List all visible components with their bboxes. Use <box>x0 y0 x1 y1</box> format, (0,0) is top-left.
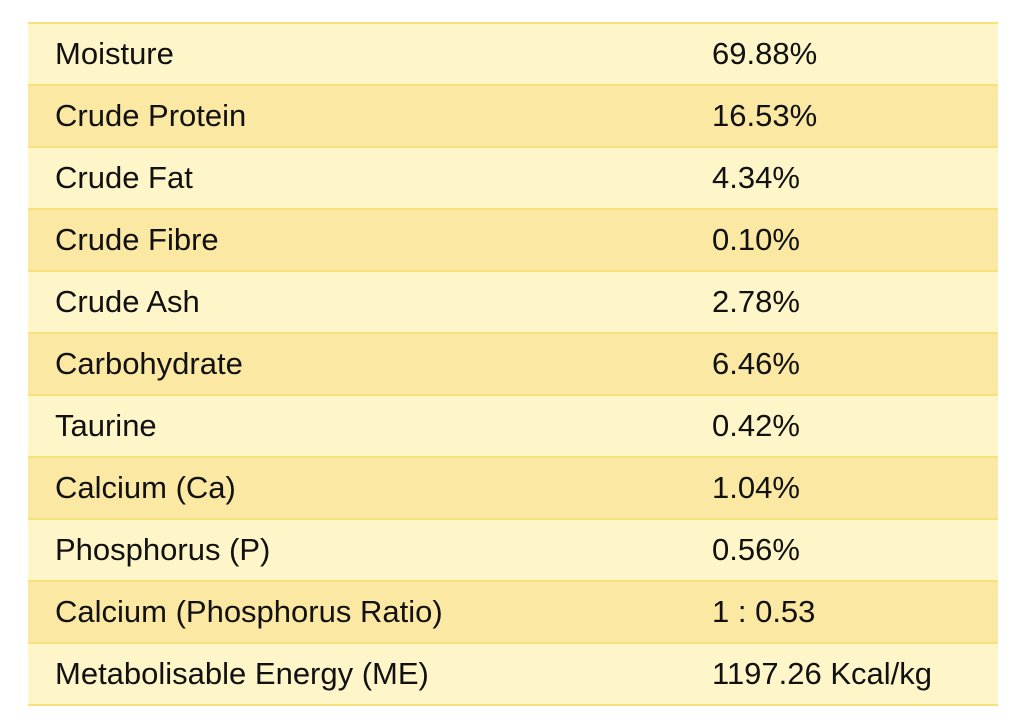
table-row: Metabolisable Energy (ME) 1197.26 Kcal/kg <box>28 642 998 706</box>
nutrient-name: Carbohydrate <box>28 332 712 396</box>
nutrient-name: Crude Protein <box>28 84 712 148</box>
nutrient-value: 1.04% <box>712 456 998 520</box>
table-row: Calcium (Ca) 1.04% <box>28 456 998 520</box>
nutrient-value: 2.78% <box>712 270 998 334</box>
nutrient-name: Crude Fat <box>28 146 712 210</box>
nutrient-name: Calcium (Phosphorus Ratio) <box>28 580 712 644</box>
nutrient-name: Crude Ash <box>28 270 712 334</box>
nutrient-value: 0.42% <box>712 394 998 458</box>
nutrient-value: 0.56% <box>712 518 998 582</box>
nutrient-value: 4.34% <box>712 146 998 210</box>
table-row: Carbohydrate 6.46% <box>28 332 998 396</box>
nutrient-value: 6.46% <box>712 332 998 396</box>
nutrient-value: 69.88% <box>712 22 998 86</box>
table-row: Crude Protein 16.53% <box>28 84 998 148</box>
table-row: Taurine 0.42% <box>28 394 998 458</box>
nutrient-name: Moisture <box>28 22 712 86</box>
table-body: Moisture 69.88% Crude Protein 16.53% Crude F… <box>28 22 998 706</box>
nutrient-name: Phosphorus (P) <box>28 518 712 582</box>
nutrient-value: 1197.26 Kcal/kg <box>712 642 998 706</box>
nutrient-name: Crude Fibre <box>28 208 712 272</box>
nutrient-name: Metabolisable Energy (ME) <box>28 642 712 706</box>
table-row: Phosphorus (P) 0.56% <box>28 518 998 582</box>
nutrient-name: Taurine <box>28 394 712 458</box>
table-row: Moisture 69.88% <box>28 22 998 86</box>
nutrient-name: Calcium (Ca) <box>28 456 712 520</box>
nutrition-table: Moisture 69.88% Crude Protein 16.53% Crude F… <box>28 22 998 706</box>
table-row: Calcium (Phosphorus Ratio) 1 : 0.53 <box>28 580 998 644</box>
table-row: Crude Fibre 0.10% <box>28 208 998 272</box>
table-row: Crude Ash 2.78% <box>28 270 998 334</box>
nutrient-value: 1 : 0.53 <box>712 580 998 644</box>
table-row: Crude Fat 4.34% <box>28 146 998 210</box>
nutrient-value: 16.53% <box>712 84 998 148</box>
nutrient-value: 0.10% <box>712 208 998 272</box>
